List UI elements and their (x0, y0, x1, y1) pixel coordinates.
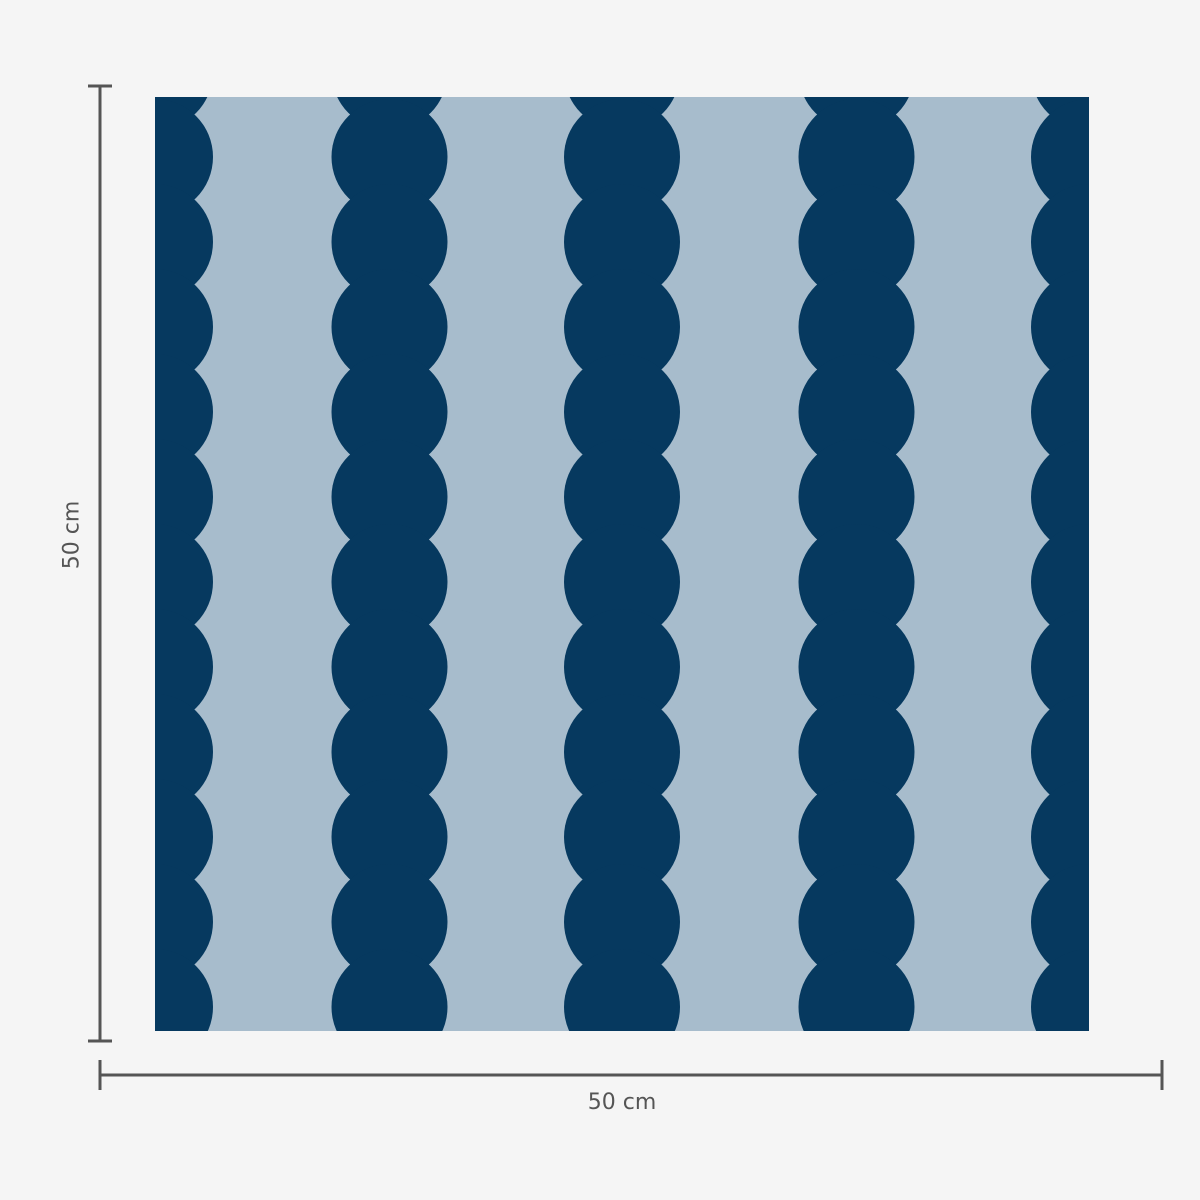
scallop-circle (564, 694, 680, 810)
scallop-circle (564, 609, 680, 725)
scallop-circle (331, 99, 448, 215)
scallop-circle (1031, 1034, 1147, 1150)
scallop-circle (564, 184, 680, 300)
scallop-circle (798, 949, 915, 1031)
scallop-circle (798, 864, 915, 980)
scallop-circle (564, 269, 680, 385)
scallop-circle (1031, 949, 1089, 1031)
scallop-circle (331, 524, 448, 640)
scallop-circle (155, 949, 213, 1031)
horizontal-dimension-line (98, 1060, 1164, 1090)
scallop-circle (331, 439, 448, 555)
scallop-circle (798, 99, 915, 215)
scallop-circle (331, 184, 448, 300)
stripe (97, 97, 213, 1150)
scallop-circle (332, 1034, 448, 1150)
scallop-circle (564, 779, 680, 895)
scallop-circle (798, 184, 915, 300)
scallop-circle (331, 779, 448, 895)
stripe (564, 97, 680, 1031)
scallop-circle (564, 864, 680, 980)
scallop-circle (564, 439, 680, 555)
scallop-circle (564, 354, 680, 470)
stripe (1031, 97, 1147, 1150)
scallop-circle (331, 609, 448, 725)
scallop-circle (798, 269, 915, 385)
scallop-circle (564, 99, 680, 215)
vertical-dimension-line (88, 84, 112, 1043)
stripe (331, 97, 448, 1150)
scalloped-stripes (97, 97, 1147, 1150)
scallop-circle (564, 524, 680, 640)
pattern-tile (97, 97, 1147, 1150)
scallop-circle (798, 609, 915, 725)
scallop-circle (564, 949, 680, 1031)
height-label: 50 cm (59, 500, 85, 570)
width-label: 50 cm (587, 1090, 657, 1115)
scallop-circle (331, 864, 448, 980)
scallop-circle (798, 354, 915, 470)
stripe (798, 97, 915, 1150)
scallop-circle (798, 779, 915, 895)
scallop-circle (97, 1034, 213, 1150)
scallop-circle (798, 439, 915, 555)
scallop-circle (331, 354, 448, 470)
scallop-circle (331, 949, 448, 1031)
scallop-circle (798, 694, 915, 810)
scallop-circle (798, 524, 915, 640)
scallop-circle (799, 1034, 915, 1150)
scallop-circle (331, 269, 448, 385)
scallop-circle (331, 694, 448, 810)
